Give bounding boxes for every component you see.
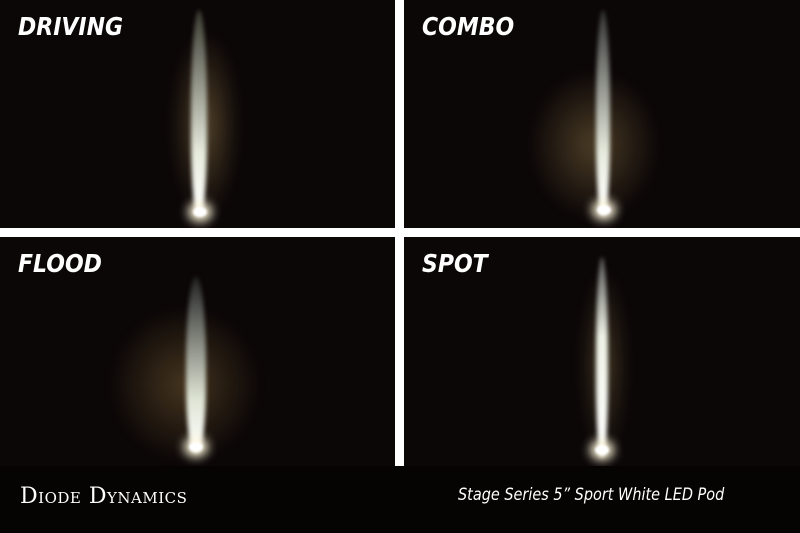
light-beam bbox=[596, 257, 608, 457]
panel-label: SPOT bbox=[422, 249, 488, 278]
flood-beam-photo: FLOOD bbox=[0, 237, 395, 466]
light-beam bbox=[191, 10, 207, 215]
light-source bbox=[597, 205, 611, 215]
panel-label: COMBO bbox=[422, 12, 515, 41]
light-spill bbox=[110, 307, 260, 462]
combo-beam-photo: COMBO bbox=[404, 0, 800, 228]
light-source bbox=[595, 445, 609, 455]
light-source bbox=[189, 442, 203, 452]
driving-beam-photo: DRIVING bbox=[0, 0, 395, 228]
panel-label: FLOOD bbox=[18, 249, 102, 278]
product-name: Stage Series 5” Sport White LED Pod bbox=[458, 485, 725, 505]
footer-bar: Diode Dynamics Stage Series 5” Sport Whi… bbox=[0, 466, 800, 533]
light-beam bbox=[186, 277, 206, 452]
brand-logo: Diode Dynamics bbox=[20, 484, 188, 509]
light-source bbox=[193, 207, 207, 217]
spot-beam-photo: SPOT bbox=[404, 237, 800, 466]
panel-label: DRIVING bbox=[18, 12, 124, 41]
light-beam bbox=[596, 10, 610, 215]
light-spill bbox=[529, 70, 659, 220]
